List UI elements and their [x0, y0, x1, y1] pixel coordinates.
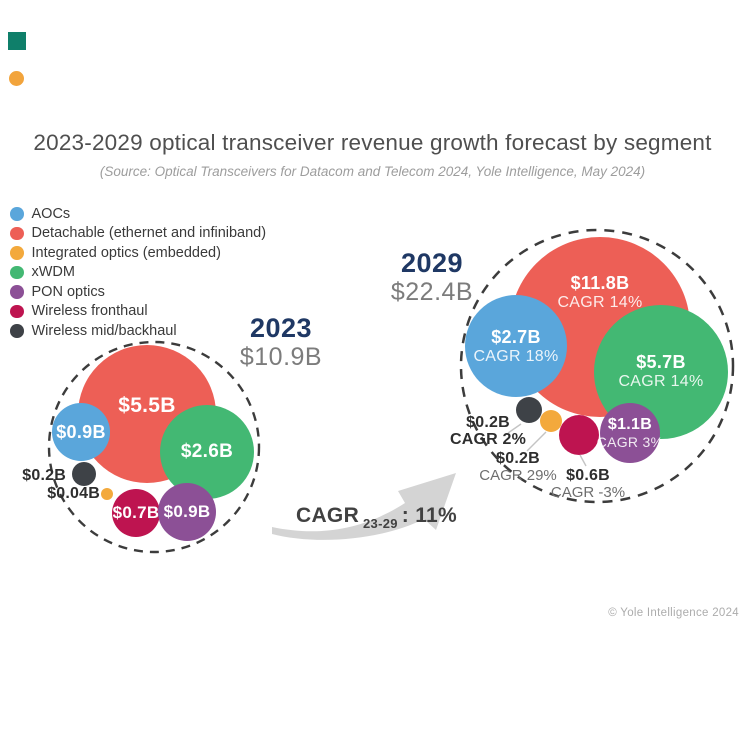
legend-item-aocs: AOCs — [10, 204, 266, 224]
year-2023-label: 2023 — [249, 313, 313, 343]
legend-item-label: xWDM — [31, 264, 76, 281]
legend-item-label: Wireless mid/backhaul — [31, 322, 177, 339]
year-2029-label: 2029 — [400, 248, 464, 278]
bubble-2023-wireless-fronthaul: $0.7B — [112, 489, 160, 537]
bubble-2023-aocs: $0.9B — [52, 403, 110, 461]
corner-square-decor — [8, 32, 26, 50]
chart-source: (Source: Optical Transceivers for Dataco… — [99, 164, 646, 179]
corner-dot-decor — [9, 71, 24, 86]
legend-item-detachable: Detachable (ethernet and infiniband) — [10, 224, 266, 244]
legend-item-wireless-fronthaul: Wireless fronthaul — [10, 302, 266, 322]
legend-item-xwdm: xWDM — [10, 263, 266, 283]
bubble-2029-wireless-mid-backhaul — [516, 397, 542, 423]
legend-item-pon-optics: PON optics — [10, 282, 266, 302]
bubble-value-label: $2.7B CAGR 18% — [473, 327, 559, 366]
bubble-value-label: $0.7B — [112, 503, 160, 523]
legend: AOCs Detachable (ethernet and infiniband)… — [10, 204, 266, 341]
legend-item-label: Detachable (ethernet and infiniband) — [31, 225, 267, 242]
legend-item-label: Wireless fronthaul — [31, 303, 148, 320]
bubble-2023-wireless-mid-backhaul — [72, 462, 96, 486]
bubble-2023-pon-optics: $0.9B — [158, 483, 216, 541]
chart-title: 2023-2029 optical transceiver revenue gr… — [33, 130, 712, 155]
detachable-dot-icon — [10, 226, 24, 240]
pon-optics-dot-icon — [10, 285, 24, 299]
bubble-2029-pon-optics: $1.1B CAGR 3% — [596, 403, 664, 463]
wireless-fronthaul-dot-icon — [10, 304, 24, 318]
legend-item-label: Integrated optics (embedded) — [31, 244, 221, 261]
integrated-optics-dot-icon — [10, 246, 24, 260]
bubble-2029-integrated-optics — [540, 410, 562, 432]
year-2029-total: $22.4B — [390, 278, 474, 306]
bubble-value-label: $1.1B CAGR 3% — [596, 415, 664, 451]
legend-item-integrated-optics: Integrated optics (embedded) — [10, 243, 266, 263]
bubble-value-label: $0.9B — [56, 421, 106, 442]
legend-item-label: AOCs — [31, 205, 71, 222]
cluster-2029-heading: 2029 $22.4B — [362, 250, 502, 305]
legend-item-label: PON optics — [31, 283, 105, 300]
bubble-value-label: $0.9B — [163, 502, 211, 522]
overall-cagr-label: CAGR 23-29: 11% — [296, 504, 457, 531]
bubble-2029-aocs: $2.7B CAGR 18% — [465, 295, 567, 397]
xwdm-dot-icon — [10, 265, 24, 279]
legend-item-wireless-mid-backhaul: Wireless mid/backhaul — [10, 321, 266, 341]
cagr-period: 23-29 — [363, 516, 398, 531]
bubble-2023-integrated-optics — [101, 488, 113, 500]
aocs-dot-icon — [10, 207, 24, 221]
bubble-2029-wireless-fronthaul — [559, 415, 599, 455]
wireless-mid-backhaul-dot-icon — [10, 324, 24, 338]
copyright: © Yole Intelligence 2024 — [608, 607, 739, 619]
cagr-value: : 11% — [401, 504, 457, 527]
cagr-prefix: CAGR — [296, 504, 360, 527]
